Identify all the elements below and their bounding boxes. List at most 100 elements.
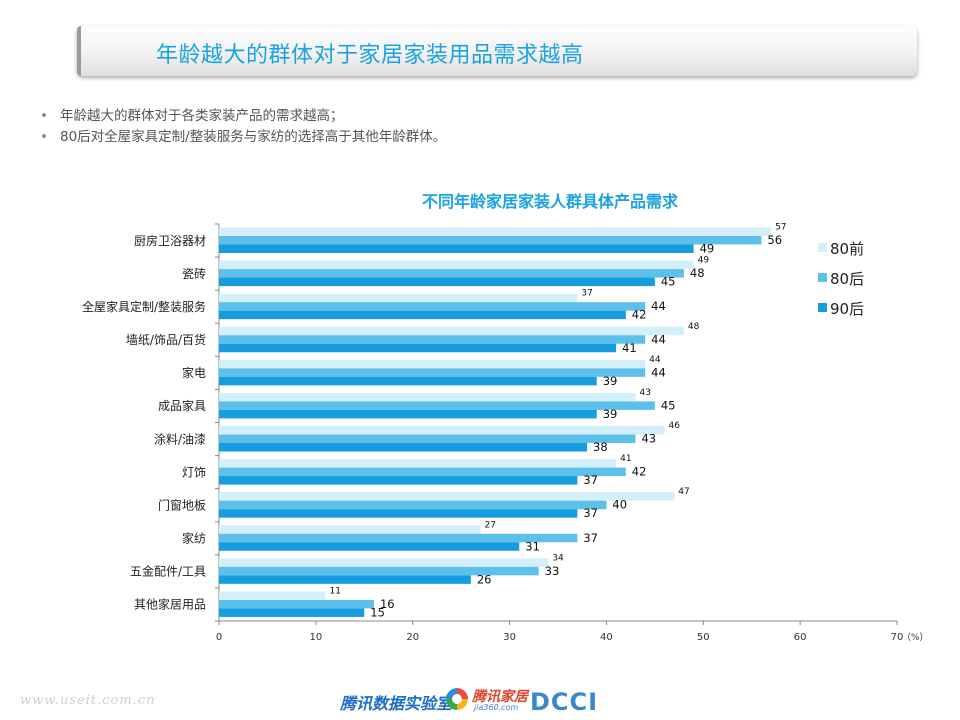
x-tick-label: 30 — [503, 632, 516, 643]
watermark-text: www.useit.com.cn — [20, 693, 156, 708]
legend-label: 90后 — [830, 300, 865, 318]
category-label: 瓷砖 — [182, 266, 206, 281]
legend-label: 80前 — [830, 240, 865, 258]
tencent-data-lab-logo: 腾讯数据实验室 — [340, 694, 453, 713]
bar — [219, 492, 675, 501]
bar — [219, 343, 617, 353]
bar-value-label: 45 — [661, 398, 676, 412]
bar — [219, 500, 607, 510]
bar-value-label: 27 — [485, 520, 496, 530]
x-tick-label: 10 — [309, 632, 322, 643]
title-banner-accent — [77, 26, 81, 76]
bar-value-label: 31 — [525, 539, 540, 553]
category-label: 家电 — [182, 365, 206, 380]
bar-value-label: 38 — [593, 440, 608, 454]
category-label: 门窗地板 — [158, 497, 206, 512]
dcci-logo: DCCI — [530, 688, 599, 716]
bar — [219, 335, 646, 344]
bar — [219, 525, 481, 534]
bar-value-label: 43 — [639, 388, 650, 398]
bar — [219, 326, 684, 336]
bar-value-label: 49 — [700, 242, 715, 256]
bar — [219, 277, 655, 287]
bar — [219, 542, 520, 551]
chart-title: 不同年龄家居家装人群具体产品需求 — [421, 192, 678, 211]
bar — [219, 359, 646, 369]
bar — [219, 392, 636, 402]
x-unit-label: （%） — [902, 632, 929, 643]
bar-value-label: 39 — [603, 374, 618, 388]
bar — [219, 443, 588, 452]
x-tick-label: 50 — [697, 632, 710, 643]
bar — [219, 426, 665, 435]
legend-label: 80后 — [830, 270, 865, 288]
x-tick-label: 70 — [891, 632, 904, 643]
category-label: 五金配件/工具 — [130, 564, 206, 579]
bar — [219, 566, 539, 576]
bar-value-label: 42 — [632, 465, 647, 479]
bar-value-label: 37 — [583, 506, 598, 520]
bar — [219, 401, 655, 410]
bar-value-label: 37 — [581, 289, 592, 299]
bar — [219, 376, 597, 386]
bar-value-label: 33 — [545, 564, 560, 578]
legend-swatch — [818, 273, 827, 282]
bar — [219, 575, 471, 584]
bar-value-label: 47 — [678, 487, 689, 497]
bar — [219, 260, 694, 270]
bar-value-label: 40 — [612, 498, 627, 512]
bar — [219, 467, 626, 477]
bar — [219, 558, 549, 567]
bullet-dot-icon: • — [40, 108, 48, 124]
x-tick-label: 40 — [600, 632, 613, 643]
x-tick-label: 0 — [216, 632, 222, 643]
x-tick-label: 20 — [406, 632, 419, 643]
category-label: 家纺 — [182, 531, 206, 546]
tencent-home-circle-icon — [446, 688, 468, 710]
bar-value-label: 48 — [690, 266, 705, 280]
page-title: 年龄越大的群体对于家居家装用品需求越高 — [156, 43, 584, 68]
tencent-home-logo: 腾讯家居 jia360.com — [446, 686, 538, 714]
bar — [219, 236, 762, 245]
bullet-text: 年龄越大的群体对于各类家装产品的需求越高； — [60, 108, 344, 124]
bar — [219, 509, 578, 518]
bar-value-label: 44 — [651, 299, 666, 313]
bar-value-label: 49 — [698, 256, 710, 266]
bullet-list: • 年龄越大的群体对于各类家装产品的需求越高； • 80后对全屋家具定制/整装服务与… — [40, 106, 446, 148]
bar — [219, 591, 326, 600]
bullet-dot-icon: • — [40, 129, 48, 145]
bar — [219, 599, 374, 609]
category-label: 涂料/油漆 — [154, 431, 206, 446]
x-tick-label: 60 — [794, 632, 807, 643]
bar-value-label: 37 — [583, 473, 598, 487]
bar — [219, 459, 617, 468]
category-label: 墙纸/饰品/百货 — [126, 332, 206, 347]
bar — [219, 434, 636, 443]
category-label: 全屋家具定制/整装服务 — [82, 299, 206, 314]
bar — [219, 368, 646, 377]
legend-swatch — [818, 303, 827, 312]
legend-swatch — [818, 243, 827, 252]
bar-value-label: 43 — [641, 432, 656, 446]
bar — [219, 533, 578, 543]
bar-value-label: 26 — [477, 572, 492, 586]
bar-value-label: 41 — [620, 454, 631, 464]
bar — [219, 476, 578, 485]
bar-value-label: 44 — [649, 355, 661, 365]
bar — [219, 269, 684, 278]
bar-value-label: 48 — [688, 322, 700, 332]
bar — [219, 302, 646, 311]
bar-value-label: 46 — [669, 421, 681, 431]
category-label: 其他家居用品 — [134, 597, 206, 612]
bar-value-label: 45 — [661, 275, 676, 289]
tencent-home-domain: jia360.com — [474, 703, 519, 712]
bar — [219, 227, 772, 236]
bar-value-label: 56 — [767, 233, 782, 247]
bar — [219, 293, 578, 303]
bar-value-label: 42 — [632, 308, 647, 322]
category-label: 厨房卫浴器材 — [134, 233, 206, 248]
bar-value-label: 11 — [330, 586, 341, 596]
bullet-item: • 80后对全屋家具定制/整装服务与家纺的选择高于其他年龄群体。 — [40, 127, 446, 148]
bar — [219, 310, 626, 320]
